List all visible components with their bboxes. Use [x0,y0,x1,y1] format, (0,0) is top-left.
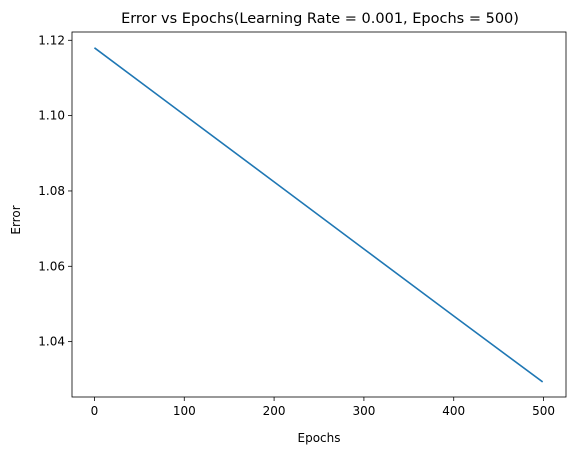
y-tick-label: 1.12 [38,33,65,47]
y-tick-label: 1.06 [38,259,65,273]
x-tick-label: 200 [263,404,286,418]
y-tick-label: 1.08 [38,184,65,198]
plot-area: 0 100 200 300 400 500 1.04 1.06 1.08 1.10 1.12 [38,31,567,418]
x-axis-label: Epochs [298,431,341,445]
x-tick-label: 300 [352,404,375,418]
series-line-0 [93,47,544,383]
plot-frame [71,31,567,398]
y-axis-label: Error [9,205,23,234]
chart-title: Error vs Epochs(Learning Rate = 0.001, E… [121,11,519,27]
y-tick-label: 1.04 [38,335,65,349]
x-tick-label: 500 [532,404,555,418]
x-tick-label: 400 [442,404,465,418]
x-tick-label: 100 [173,404,196,418]
y-tick-label: 1.10 [38,109,65,123]
x-tick-label: 0 [91,404,99,418]
